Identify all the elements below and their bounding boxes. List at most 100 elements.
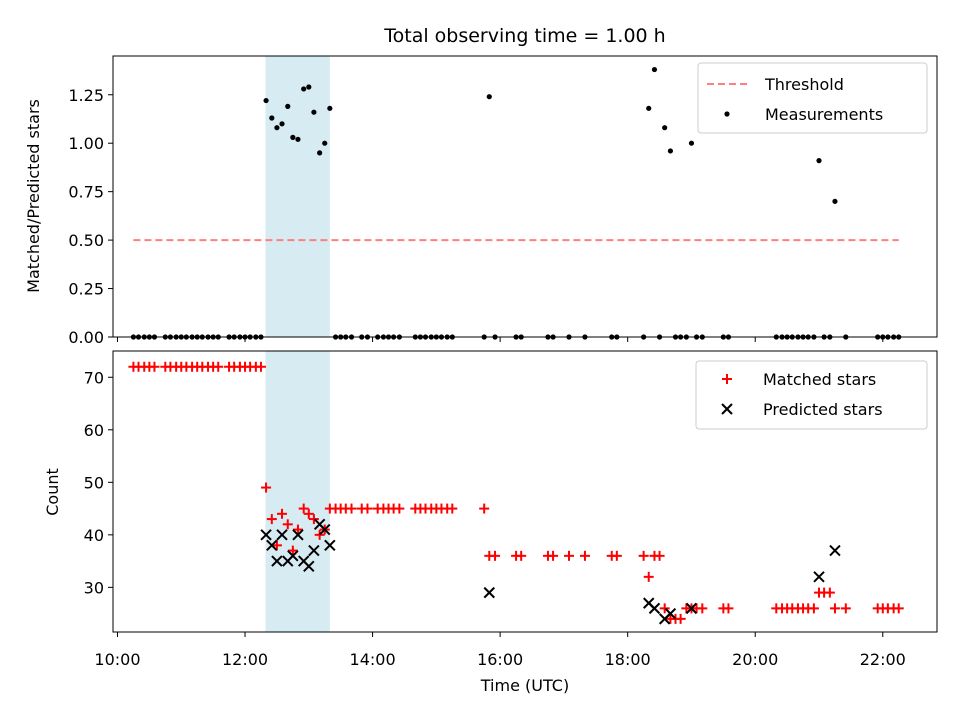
matched-star-point <box>824 587 835 598</box>
bottom-y-tick-label: 40 <box>84 526 104 545</box>
legend-measurements-swatch <box>724 111 730 117</box>
matched-star-point <box>643 571 654 582</box>
predicted-star-point <box>483 586 495 599</box>
measurement-point <box>486 94 492 100</box>
matched-star-point <box>266 514 277 525</box>
top-y-tick-label: 1.00 <box>68 134 104 153</box>
predicted-star-point <box>276 529 288 541</box>
x-tick-label: 10:00 <box>94 650 140 669</box>
bottom-legend: Matched stars Predicted stars <box>695 360 928 430</box>
matched-star-point <box>394 503 405 514</box>
matched-star-point <box>490 550 501 561</box>
bottom-legend-box <box>695 360 928 430</box>
bottom-y-ticks: 30 40 50 60 70 <box>84 368 113 597</box>
matched-star-point <box>303 508 314 519</box>
matched-star-point <box>362 503 373 514</box>
measurement-point <box>269 115 275 121</box>
predicted-star-point <box>266 539 278 552</box>
predicted-star-point <box>287 550 299 562</box>
top-y-tick-label: 0.50 <box>68 231 104 250</box>
measurement-point <box>646 105 652 111</box>
matched-stars-points <box>128 361 904 624</box>
measurement-point <box>290 134 296 140</box>
matched-star-point <box>213 361 224 372</box>
measurement-point <box>295 136 301 142</box>
legend-measurements-label: Measurements <box>765 105 883 124</box>
measurement-point <box>322 140 328 146</box>
x-tick-label: 12:00 <box>222 650 268 669</box>
matched-star-point <box>271 540 282 551</box>
top-panel: 0.00 0.25 0.50 0.75 1.00 1.25 Matched/Predict… <box>24 55 938 347</box>
measurement-points <box>263 66 838 204</box>
legend-matched-marker <box>722 374 732 384</box>
x-tick-label: 20:00 <box>732 650 778 669</box>
matched-star-point <box>723 603 734 614</box>
bottom-y-axis-label: Count <box>43 468 62 516</box>
matched-star-point <box>611 550 622 561</box>
top-plot-frame <box>112 55 938 338</box>
measurement-point <box>311 109 317 115</box>
measurement-point <box>667 148 674 154</box>
matched-star-point <box>308 514 319 525</box>
measurement-point <box>285 103 291 109</box>
matched-star-point <box>829 603 840 614</box>
matched-star-point <box>548 550 559 561</box>
predicted-star-point <box>260 529 272 541</box>
matched-star-point <box>808 603 819 614</box>
matched-star-point <box>516 550 527 561</box>
measurement-point <box>317 150 323 156</box>
top-y-tick-label: 0.75 <box>68 183 104 202</box>
top-y-axis-label: Matched/Predicted stars <box>24 99 43 293</box>
legend-predicted-marker <box>721 403 733 415</box>
measurement-point <box>662 125 668 131</box>
predicted-star-point <box>308 544 320 557</box>
predicted-star-point <box>292 529 304 541</box>
measurement-point <box>301 86 307 92</box>
legend-predicted-label: Predicted stars <box>763 400 883 419</box>
measurement-point <box>327 105 333 111</box>
predicted-star-point <box>685 602 698 615</box>
predicted-star-point <box>664 607 677 620</box>
bottom-y-tick-label: 50 <box>84 473 104 492</box>
measurement-point <box>832 198 838 204</box>
predicted-star-point <box>813 571 825 583</box>
measurement-point <box>279 121 285 127</box>
bottom-y-tick-label: 70 <box>84 368 104 387</box>
measurement-point <box>816 158 822 164</box>
matched-star-point <box>292 524 303 535</box>
top-y-tick-label: 0.25 <box>68 280 104 299</box>
x-tick-label: 16:00 <box>477 650 523 669</box>
bottom-y-tick-label: 30 <box>84 578 104 597</box>
measurement-point <box>274 125 280 131</box>
matched-star-point <box>149 361 160 372</box>
legend-threshold-label: Threshold <box>764 75 844 94</box>
x-tick-label: 14:00 <box>350 650 396 669</box>
predicted-star-point <box>271 555 283 567</box>
x-tick-label: 18:00 <box>605 650 651 669</box>
matched-star-point <box>654 550 665 561</box>
predicted-stars-points <box>260 518 841 625</box>
measurement-point <box>688 140 695 146</box>
matched-star-point <box>564 550 575 561</box>
matched-star-point <box>675 613 686 624</box>
predicted-star-point <box>303 560 315 573</box>
bottom-y-tick-label: 60 <box>84 421 104 440</box>
predicted-star-point <box>319 523 331 536</box>
matched-star-point <box>479 503 490 514</box>
matched-star-point <box>314 529 325 540</box>
matched-star-point <box>346 503 357 514</box>
predicted-star-point <box>324 539 336 552</box>
top-y-ticks: 0.00 0.25 0.50 0.75 1.00 1.25 <box>68 86 113 347</box>
measurement-point <box>306 84 312 90</box>
matched-star-point <box>298 503 309 514</box>
legend-matched-label: Matched stars <box>763 370 876 389</box>
predicted-star-point <box>648 602 661 615</box>
measurement-point <box>263 97 269 104</box>
top-legend-box <box>697 62 928 134</box>
chart-title: Total observing time = 1.00 h <box>383 25 665 47</box>
x-tick-label: 22:00 <box>860 650 906 669</box>
top-legend: Threshold Measurements <box>697 62 928 134</box>
predicted-star-point <box>829 544 841 557</box>
top-y-tick-label: 1.25 <box>68 86 104 105</box>
